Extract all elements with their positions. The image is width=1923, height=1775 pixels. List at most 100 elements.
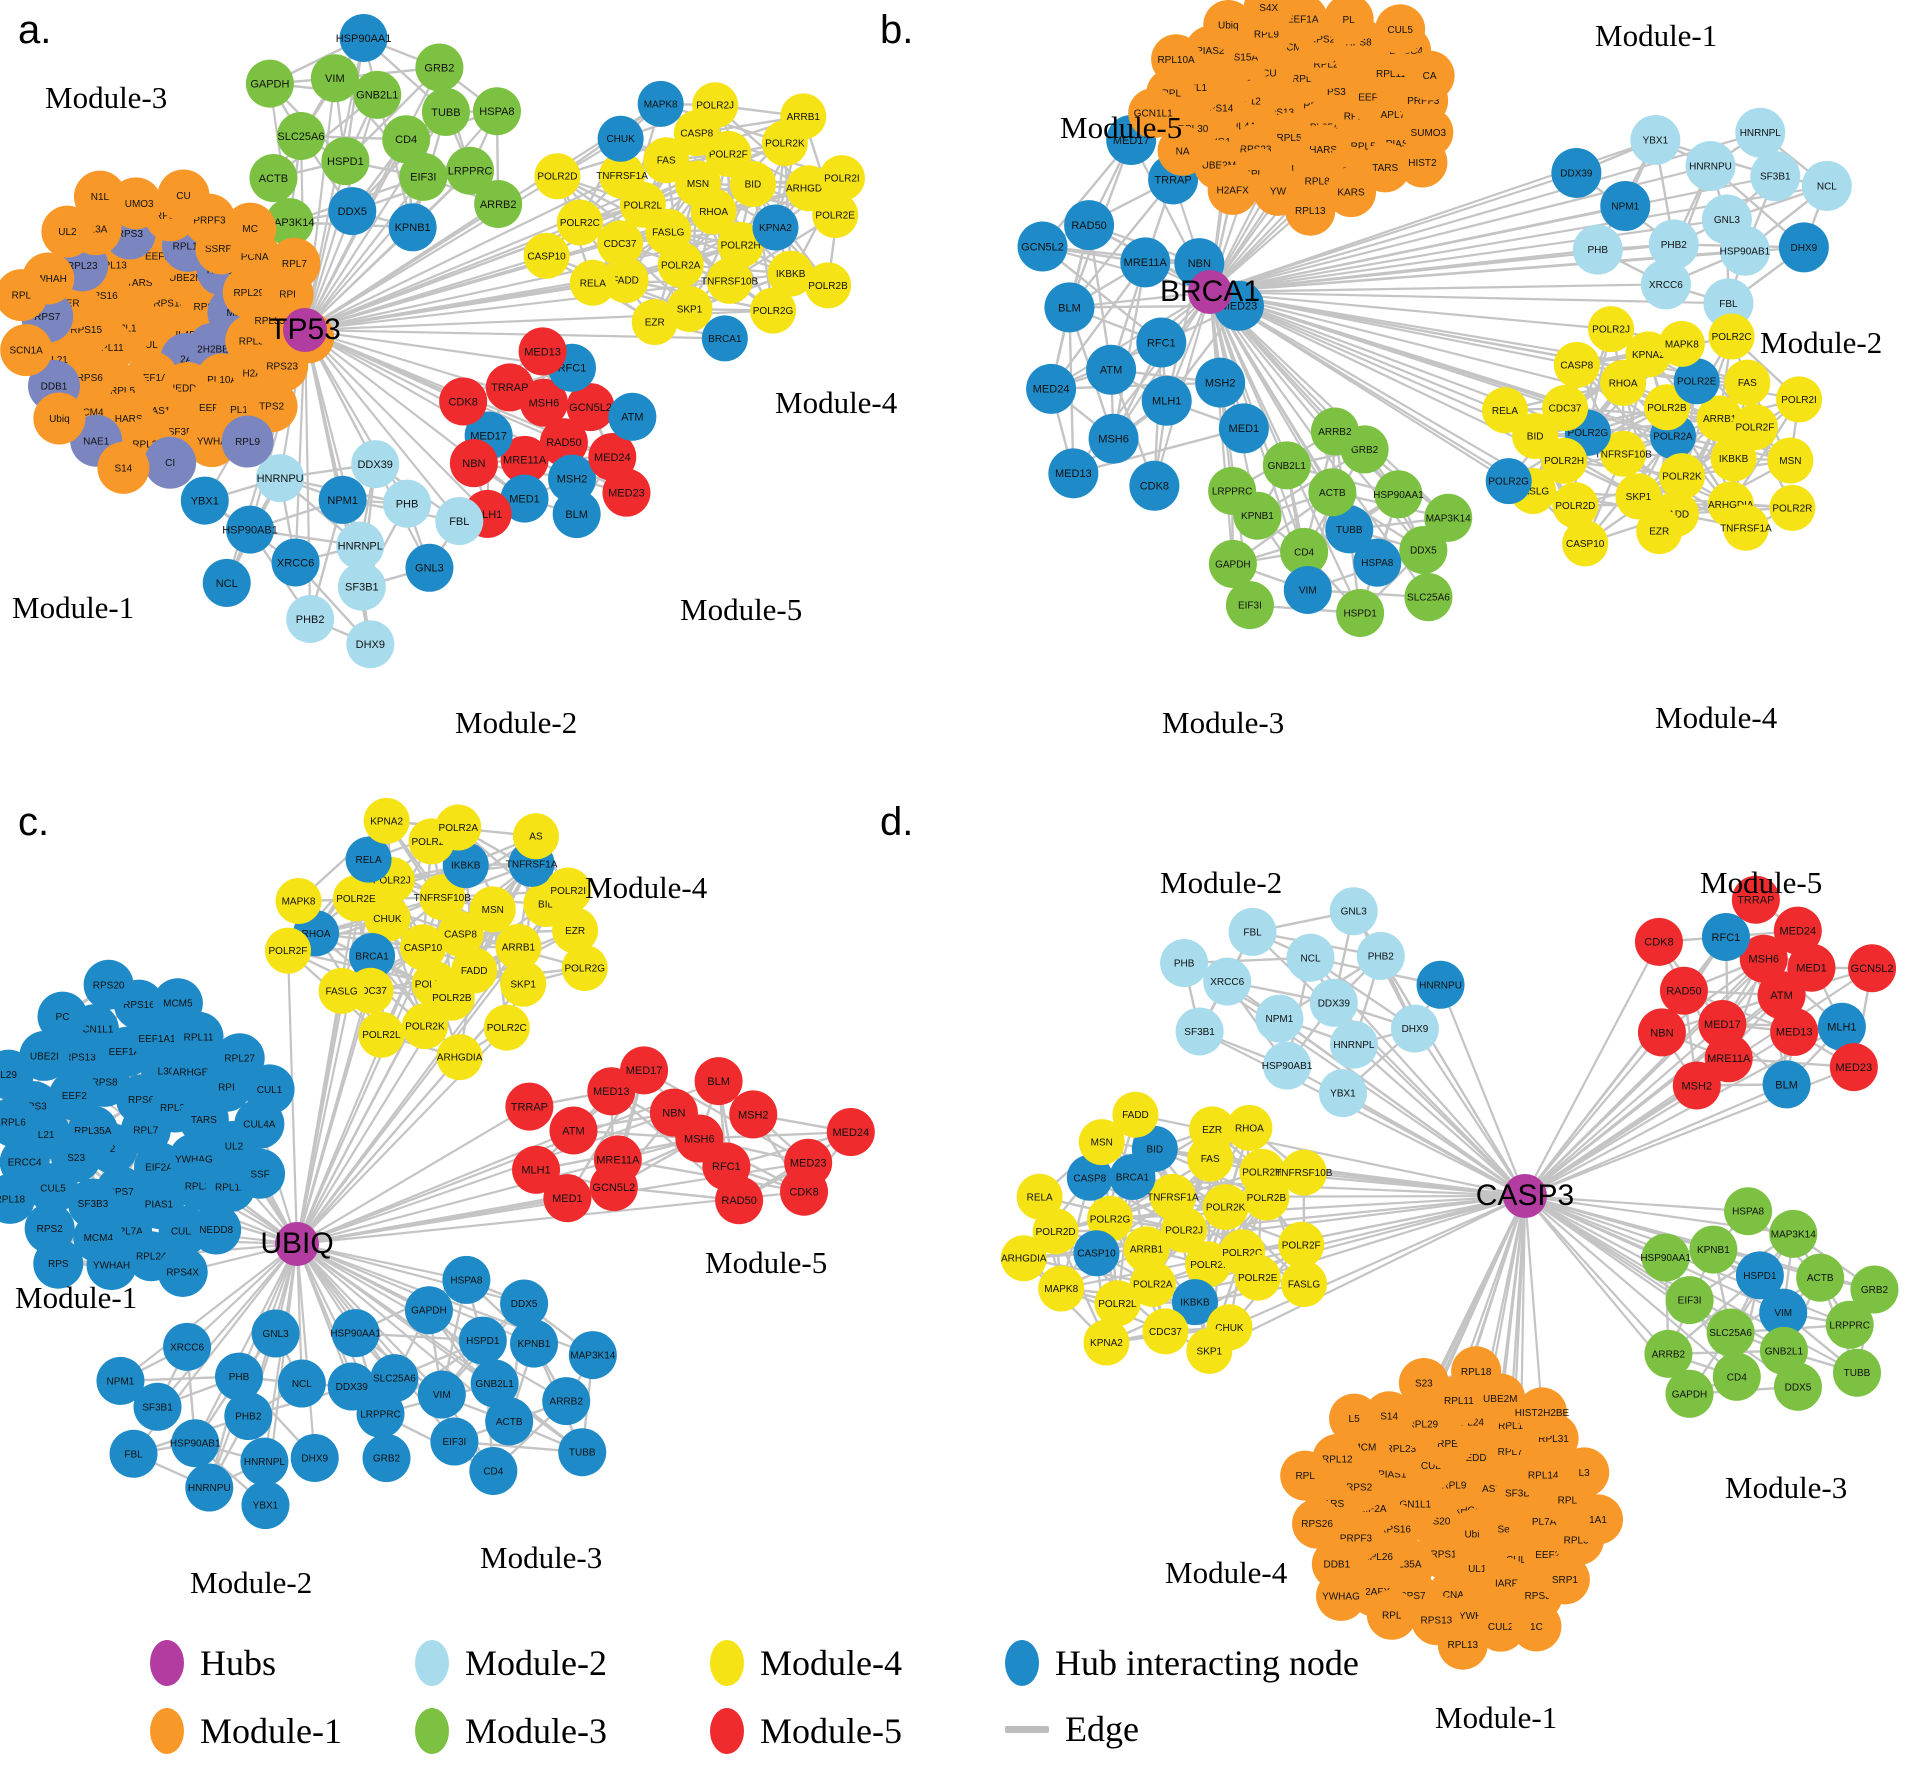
network-node[interactable]: HSP90AB1 <box>1262 1041 1313 1090</box>
network-node[interactable]: XRCC6 <box>1203 957 1252 1006</box>
node-circle[interactable] <box>1285 185 1336 236</box>
node-circle[interactable] <box>240 1437 289 1486</box>
network-node[interactable]: POLR2E <box>1673 358 1720 405</box>
network-node[interactable]: PHB2 <box>1356 931 1405 980</box>
network-node[interactable]: POLR2L <box>1094 1280 1141 1327</box>
node-circle[interactable] <box>1336 589 1385 638</box>
node-circle[interactable] <box>1573 1494 1624 1545</box>
network-node[interactable]: POLR2A <box>435 804 482 851</box>
node-circle[interactable] <box>1375 4 1426 55</box>
network-node[interactable]: GAPDH <box>245 59 294 108</box>
node-circle[interactable] <box>694 1057 743 1106</box>
node-circle[interactable] <box>1731 404 1778 451</box>
network-node[interactable]: MED13 <box>518 327 567 376</box>
network-node[interactable]: RPL6 <box>0 1096 39 1147</box>
network-node[interactable]: HNRNPL <box>336 521 385 570</box>
network-node[interactable]: LRPPRC <box>1825 1300 1874 1349</box>
node-circle[interactable] <box>500 960 547 1007</box>
network-node[interactable]: MRE11A <box>1120 237 1171 288</box>
node-circle[interactable] <box>750 287 797 334</box>
hub-node[interactable]: UBIQ <box>260 1222 334 1266</box>
node-circle[interactable] <box>1796 1253 1845 1302</box>
node-circle[interactable] <box>33 1238 84 1289</box>
node-circle[interactable] <box>224 202 277 255</box>
node-circle[interactable] <box>417 1370 466 1419</box>
node-circle[interactable] <box>318 475 367 524</box>
node-circle[interactable] <box>351 440 400 489</box>
network-node[interactable]: HSPA8 <box>1353 538 1402 587</box>
node-circle[interactable] <box>1017 221 1068 272</box>
node-circle[interactable] <box>1280 527 1329 576</box>
node-circle[interactable] <box>599 152 646 199</box>
node-circle[interactable] <box>620 1046 669 1095</box>
network-node[interactable]: CASP10 <box>400 924 447 971</box>
node-circle[interactable] <box>245 59 294 108</box>
network-node[interactable]: VIM <box>1759 1288 1808 1337</box>
network-node[interactable]: RPL <box>1280 1450 1331 1501</box>
network-node[interactable]: CDK8 <box>780 1167 829 1216</box>
network-node[interactable]: POLR2B <box>805 262 852 309</box>
network-node[interactable]: MED24 <box>1026 363 1077 414</box>
node-circle[interactable] <box>1552 482 1599 529</box>
network-node[interactable]: LRPPRC <box>446 146 495 195</box>
node-circle[interactable] <box>1175 1007 1224 1056</box>
network-node[interactable]: EZR <box>552 907 599 954</box>
network-node[interactable]: POLR2B <box>1643 384 1690 431</box>
network-node[interactable]: POLR2D <box>1032 1208 1079 1255</box>
network-node[interactable]: POLR2D <box>534 153 581 200</box>
node-circle[interactable] <box>133 1382 182 1431</box>
node-circle[interactable] <box>1390 1004 1439 1053</box>
network-node[interactable]: POLR2J <box>1588 306 1635 353</box>
node-circle[interactable] <box>1208 539 1257 588</box>
node-circle[interactable] <box>235 1148 286 1199</box>
node-circle[interactable] <box>290 1433 339 1482</box>
network-node[interactable]: RPL <box>0 269 48 322</box>
network-node[interactable]: XRCC6 <box>1640 259 1691 310</box>
node-circle[interactable] <box>41 205 94 258</box>
node-circle[interactable] <box>602 257 649 304</box>
node-circle[interactable] <box>568 1331 617 1380</box>
node-circle[interactable] <box>226 505 275 554</box>
network-node[interactable]: TNFRSF1A <box>596 152 648 199</box>
node-circle[interactable] <box>446 146 495 195</box>
node-circle[interactable] <box>1701 912 1750 961</box>
network-node[interactable]: PHB <box>215 1352 264 1401</box>
node-circle[interactable] <box>1437 1619 1488 1670</box>
network-node[interactable]: DDX39 <box>1551 147 1602 198</box>
node-circle[interactable] <box>1553 341 1600 388</box>
node-circle[interactable] <box>569 259 616 306</box>
node-circle[interactable] <box>339 14 388 63</box>
node-circle[interactable] <box>556 199 603 246</box>
network-node[interactable]: VIM <box>310 54 359 103</box>
node-circle[interactable] <box>715 1176 764 1225</box>
network-node[interactable]: YBX1 <box>241 1481 290 1530</box>
network-node[interactable]: ARRB2 <box>1310 407 1359 456</box>
network-node[interactable]: NPM1 <box>1255 994 1304 1043</box>
network-node[interactable]: HSP90AA1 <box>336 14 392 63</box>
node-circle[interactable] <box>1326 167 1377 218</box>
node-circle[interactable] <box>1239 1148 1286 1195</box>
network-node[interactable]: SCN1A <box>0 324 53 377</box>
network-node[interactable]: GNL3 <box>251 1309 300 1358</box>
network-node[interactable]: FADD <box>602 257 649 304</box>
network-node[interactable]: HSPD1 <box>1735 1251 1784 1300</box>
node-circle[interactable] <box>157 1246 208 1297</box>
network-node[interactable]: FASLG <box>318 967 365 1014</box>
network-node[interactable]: MC <box>224 202 277 255</box>
node-circle[interactable] <box>0 324 53 377</box>
node-circle[interactable] <box>1673 358 1720 405</box>
node-circle[interactable] <box>1203 0 1254 50</box>
network-node[interactable]: MAP3K14 <box>265 198 315 247</box>
node-circle[interactable] <box>163 1322 212 1371</box>
network-node[interactable]: GNB2L1 <box>353 70 402 119</box>
node-circle[interactable] <box>523 232 570 279</box>
node-circle[interactable] <box>1202 1183 1249 1230</box>
node-circle[interactable] <box>1848 944 1897 993</box>
node-circle[interactable] <box>1708 313 1755 360</box>
network-node[interactable]: POLR2A <box>657 241 704 288</box>
node-circle[interactable] <box>701 315 748 362</box>
network-node[interactable]: CUL5 <box>1375 4 1426 55</box>
node-circle[interactable] <box>318 967 365 1014</box>
hub-node[interactable]: CASP3 <box>1476 1174 1574 1218</box>
network-node[interactable]: NPM1 <box>1600 180 1651 231</box>
